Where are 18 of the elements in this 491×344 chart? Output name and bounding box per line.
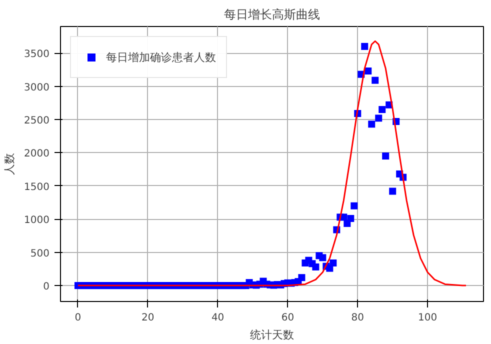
x-axis-title: 统计天数 bbox=[250, 328, 294, 342]
y-tick-label: 3000 bbox=[24, 82, 50, 94]
legend-label: 每日增加确诊患者人数 bbox=[106, 50, 216, 64]
x-tick-label: 100 bbox=[418, 312, 438, 324]
chart-title: 每日增长高斯曲线 bbox=[224, 8, 320, 22]
x-tick-label: 20 bbox=[142, 312, 154, 324]
y-tick-label: 2500 bbox=[24, 115, 50, 126]
x-tick-label: 0 bbox=[74, 312, 82, 324]
y-tick-label: 1000 bbox=[24, 215, 50, 226]
y-axis-title: 人数 bbox=[3, 153, 16, 175]
y-tick-label: 2000 bbox=[24, 148, 50, 160]
x-tick-label: 60 bbox=[281, 312, 294, 324]
x-tick-label: 80 bbox=[351, 312, 364, 324]
y-tick-label: 0 bbox=[43, 282, 50, 293]
y-tick-label: 1500 bbox=[24, 182, 50, 193]
x-tick-label: 40 bbox=[211, 312, 224, 324]
y-tick-label: 3500 bbox=[24, 49, 50, 60]
y-tick-label: 500 bbox=[30, 248, 50, 260]
